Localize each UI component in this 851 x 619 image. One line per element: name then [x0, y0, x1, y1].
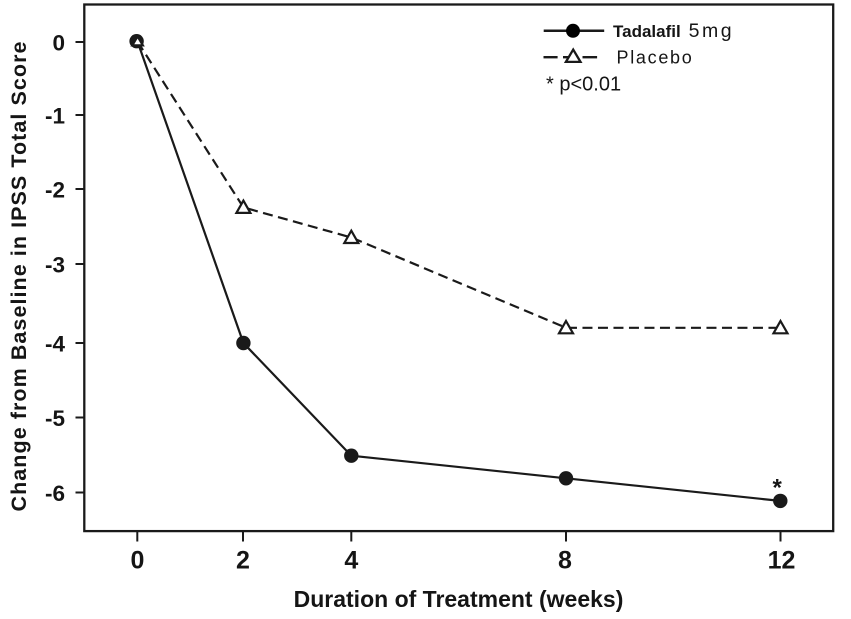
svg-text:12: 12 [768, 547, 796, 575]
svg-text:-3: -3 [45, 252, 65, 277]
svg-text:* p<0.01: * p<0.01 [546, 73, 621, 95]
svg-text:-5: -5 [45, 406, 65, 431]
svg-text:2: 2 [236, 547, 250, 575]
svg-text:8: 8 [558, 547, 572, 575]
svg-text:0: 0 [130, 547, 144, 575]
svg-text:-1: -1 [45, 103, 65, 128]
svg-text:-2: -2 [45, 177, 65, 202]
svg-text:-6: -6 [45, 481, 65, 506]
svg-text:Tadalafil 5mg: Tadalafil 5mg [613, 20, 734, 42]
svg-text:-4: -4 [45, 331, 65, 356]
svg-text:4: 4 [344, 547, 358, 575]
svg-text:*: * [773, 475, 783, 502]
svg-text:0: 0 [52, 30, 65, 55]
svg-text:Change from Baseline in IPSS T: Change from Baseline in IPSS Total Score [7, 41, 31, 511]
svg-text:Placebo: Placebo [617, 47, 694, 67]
svg-text:Duration of Treatment (weeks): Duration of Treatment (weeks) [294, 586, 624, 612]
